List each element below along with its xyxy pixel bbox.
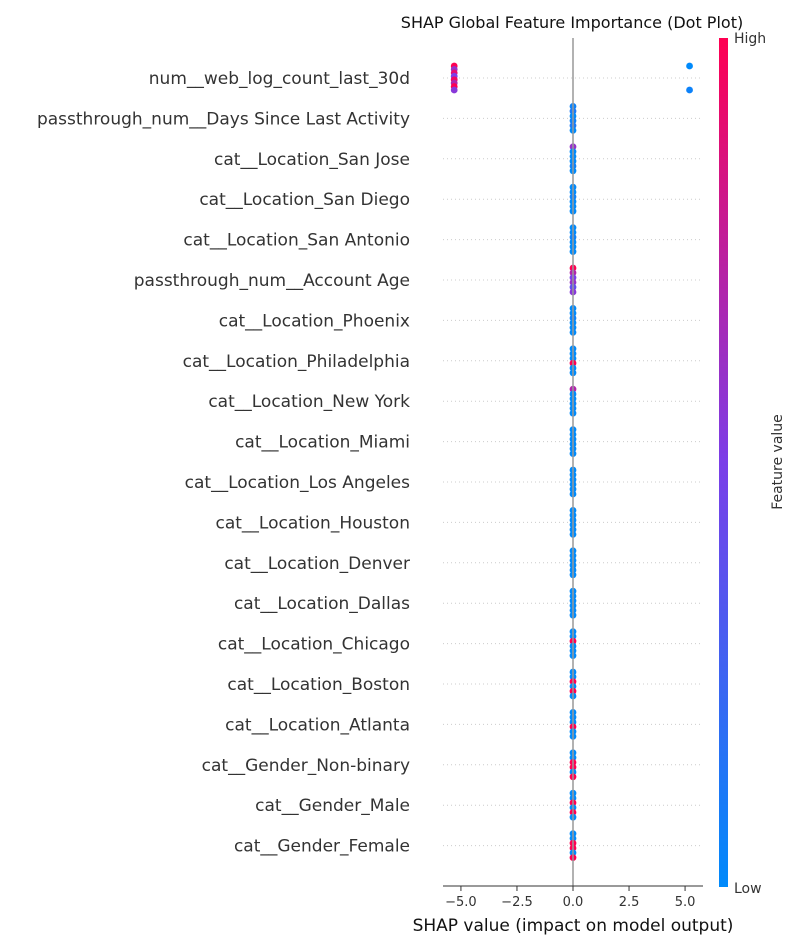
feature-label: cat__Location_San Antonio: [183, 231, 410, 251]
feature-label: cat__Location_Los Angeles: [185, 473, 411, 493]
x-tick-label: −5.0: [445, 895, 477, 910]
feature-label: passthrough_num__Days Since Last Activit…: [37, 109, 410, 129]
feature-label: cat__Gender_Female: [234, 837, 410, 857]
x-axis-title: SHAP value (impact on model output): [413, 916, 734, 936]
shap-point: [686, 62, 693, 70]
shap-point: [686, 86, 693, 94]
feature-label: cat__Location_Atlanta: [225, 715, 410, 735]
feature-label: cat__Location_Houston: [216, 513, 411, 533]
x-tick-label: 0.0: [563, 895, 584, 910]
feature-label: cat__Location_San Diego: [199, 190, 410, 210]
feature-label: num__web_log_count_last_30d: [149, 69, 410, 89]
feature-rows: num__web_log_count_last_30d passthrough_n…: [37, 69, 703, 857]
colorbar: [719, 38, 728, 887]
shap-point: [450, 86, 458, 94]
feature-label: cat__Location_Miami: [235, 433, 410, 453]
feature-label: cat__Location_Philadelphia: [183, 352, 410, 372]
x-tick-label: 5.0: [675, 895, 696, 910]
x-axis-ticks: −5.0 −2.5 0.0 2.5 5.0: [445, 886, 695, 910]
feature-label: cat__Location_San Jose: [214, 150, 410, 170]
x-tick-label: 2.5: [619, 895, 640, 910]
feature-label: cat__Gender_Non-binary: [202, 756, 410, 776]
feature-label: cat__Location_Phoenix: [219, 311, 410, 331]
feature-label: cat__Location_Boston: [227, 675, 410, 695]
feature-label: cat__Location_Dallas: [234, 594, 410, 614]
feature-label: cat__Location_Chicago: [218, 635, 410, 655]
feature-label: cat__Location_New York: [208, 392, 410, 412]
feature-label: cat__Gender_Male: [255, 796, 410, 816]
colorbar-low-label: Low: [734, 881, 762, 897]
colorbar-title: Feature value: [770, 414, 786, 510]
shap-points: [450, 62, 693, 861]
feature-label: passthrough_num__Account Age: [134, 271, 410, 291]
colorbar-high-label: High: [734, 31, 766, 47]
feature-label: cat__Location_Denver: [224, 554, 410, 574]
x-tick-label: −2.5: [501, 895, 533, 910]
chart-title: SHAP Global Feature Importance (Dot Plot…: [401, 13, 743, 32]
